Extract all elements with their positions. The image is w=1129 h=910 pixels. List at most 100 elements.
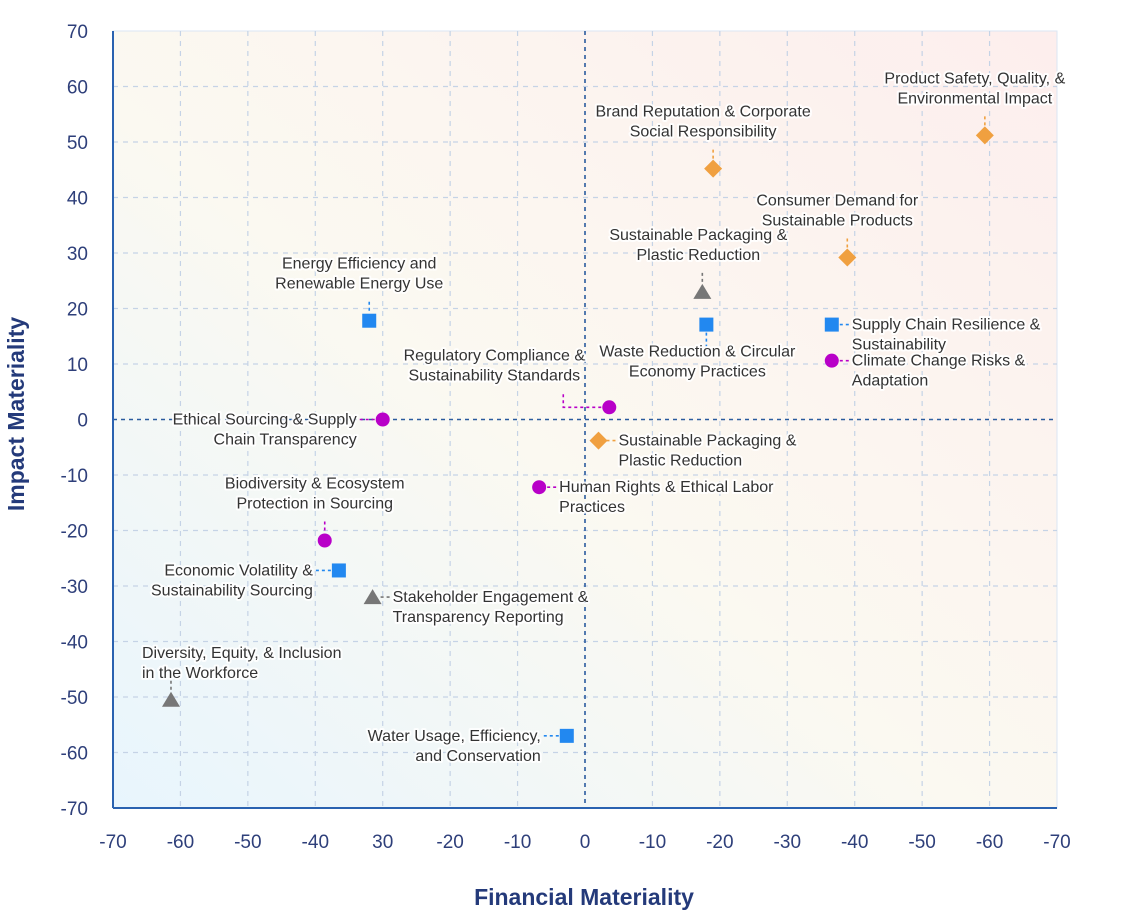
- point-label-line: Sustainable Packaging &: [618, 433, 796, 450]
- point-label-line: Climate Change Risks &: [852, 353, 1026, 370]
- axes: [112, 31, 1057, 809]
- square-marker: [362, 313, 377, 328]
- square-marker: [824, 317, 839, 332]
- point-label: Climate Change Risks & Adaptation: [852, 353, 1026, 390]
- point-label: Sustainable Packaging & Plastic Reduction: [618, 433, 796, 470]
- square-marker: [699, 317, 714, 332]
- point-label-line: Water Usage, Efficiency,: [368, 728, 541, 745]
- point-label-line: Plastic Reduction: [637, 247, 761, 264]
- x-axis-title: Financial Materiality: [474, 884, 694, 910]
- point-label: Energy Efficiency and Renewable Energy Us…: [275, 256, 443, 293]
- y-tick-label: 10: [67, 355, 88, 376]
- x-tick-label: -40: [302, 832, 329, 853]
- point-label-line: Protection in Sourcing: [236, 495, 393, 512]
- triangle-marker: [693, 283, 712, 299]
- point-label-line: Plastic Reduction: [618, 453, 742, 470]
- x-tick-label: -60: [167, 832, 194, 853]
- leader-lines: [170, 113, 986, 737]
- x-tick-label: -40: [841, 832, 868, 853]
- point-label-line: Economy Practices: [629, 364, 766, 381]
- point-label: Regulatory Compliance & Sustainability St…: [404, 347, 586, 384]
- point-label: Stakeholder Engagement & Transparency Rep…: [393, 589, 589, 626]
- x-tick-label: -60: [976, 832, 1003, 853]
- triangle-marker: [363, 589, 382, 605]
- diamond-marker: [838, 248, 857, 267]
- point-label-line: Practices: [559, 499, 625, 516]
- point-label-line: Transparency Reporting: [393, 609, 564, 626]
- square-marker: [331, 563, 346, 578]
- point-label-line: Sustainability Standards: [408, 367, 580, 384]
- point-label-line: Consumer Demand for: [756, 192, 919, 209]
- point-label-line: Renewable Energy Use: [275, 276, 443, 293]
- diamond-marker: [704, 159, 723, 178]
- point-label-line: Product Safety, Quality, &: [884, 70, 1065, 87]
- point-label-line: Diversity, Equity, & Inclusion: [142, 645, 341, 662]
- point-label: Product Safety, Quality, & Environmental …: [884, 70, 1065, 107]
- point-label-line: Environmental Impact: [897, 90, 1052, 107]
- x-tick-label: -20: [706, 832, 733, 853]
- point-label-line: Economic Volatility &: [164, 562, 313, 579]
- y-tick-label: 0: [77, 411, 88, 432]
- y-tick-label: 20: [67, 300, 88, 321]
- x-tick-label: -50: [234, 832, 261, 853]
- circle-marker: [824, 353, 839, 368]
- point-label: Economic Volatility & Sustainability Sour…: [151, 562, 313, 599]
- circle-marker: [602, 400, 617, 415]
- x-tick-label: -20: [436, 832, 463, 853]
- point-label: Biodiversity & Ecosystem Protection in So…: [225, 475, 405, 512]
- y-axis-title: Impact Materiality: [3, 317, 29, 511]
- point-label: Consumer Demand for Sustainable Products: [756, 192, 919, 229]
- point-label-line: Ethical Sourcing & Supply: [173, 412, 357, 429]
- y-tick-label: -70: [61, 799, 88, 820]
- point-label: Brand Reputation & Corporate Social Respo…: [595, 104, 810, 141]
- point-labels: Product Safety, Quality, & Environmental …: [140, 68, 1068, 767]
- point-label-line: Adaptation: [852, 373, 929, 390]
- point-label-line: Energy Efficiency and: [282, 256, 436, 273]
- point-label-line: Sustainability: [852, 337, 946, 354]
- y-tick-label: -50: [61, 688, 88, 709]
- point-label: Diversity, Equity, & Inclusion in the Wor…: [142, 645, 341, 682]
- data-points: [161, 126, 994, 743]
- point-label-line: Human Rights & Ethical Labor: [559, 479, 774, 496]
- point-label: Sustainable Packaging & Plastic Reduction: [609, 227, 787, 264]
- point-label-line: Sustainability Sourcing: [151, 582, 313, 599]
- x-tick-label: -10: [639, 832, 666, 853]
- x-tick-label: -10: [504, 832, 531, 853]
- x-tick-label: 0: [580, 832, 591, 853]
- y-tick-label: -30: [61, 577, 88, 598]
- point-label-line: Sustainable Packaging &: [609, 227, 787, 244]
- y-tick-label: 70: [67, 22, 88, 43]
- point-label-line: and Conservation: [415, 748, 540, 765]
- point-label-line: Waste Reduction & Circular: [599, 344, 796, 361]
- point-label-line: Biodiversity & Ecosystem: [225, 475, 405, 492]
- y-tick-label: -20: [61, 522, 88, 543]
- y-tick-label: -40: [61, 633, 88, 654]
- y-tick-label: 30: [67, 244, 88, 265]
- point-label-line: Brand Reputation & Corporate: [595, 104, 810, 121]
- y-tick-label: 50: [67, 133, 88, 154]
- y-axis-ticks: 70 60 50 40 30 20 10 0 -10 -20 -30 -40 -50 -60 -70: [61, 22, 88, 820]
- leader-line: [562, 391, 602, 409]
- point-label-line: in the Workforce: [142, 665, 258, 682]
- circle-marker: [532, 480, 547, 495]
- x-axis-ticks: -70 -60 -50 -40 30 -20 -10 0 -10 -20 -30 -40 -50 -60 -…: [99, 832, 1070, 853]
- x-tick-label: -70: [1043, 832, 1070, 853]
- point-label: Water Usage, Efficiency, and Conservation: [368, 728, 541, 765]
- point-label: Supply Chain Resilience & Sustainability: [852, 317, 1041, 354]
- diamond-marker: [589, 431, 608, 450]
- x-tick-label: -70: [99, 832, 126, 853]
- point-label-line: Regulatory Compliance &: [404, 347, 586, 364]
- point-label-line: Social Responsibility: [630, 124, 777, 141]
- x-tick-label: -30: [774, 832, 801, 853]
- point-label-line: Supply Chain Resilience &: [852, 317, 1041, 334]
- y-tick-label: -60: [61, 744, 88, 765]
- point-label-line: Sustainable Products: [762, 212, 913, 229]
- point-label: Waste Reduction & Circular Economy Practi…: [599, 344, 796, 381]
- point-label: Ethical Sourcing & Supply Chain Transpare…: [173, 412, 357, 449]
- x-tick-label: -50: [908, 832, 935, 853]
- diamond-marker: [975, 126, 994, 145]
- circle-marker: [317, 533, 332, 548]
- y-tick-label: 40: [67, 189, 88, 210]
- point-label-line: Chain Transparency: [214, 432, 357, 449]
